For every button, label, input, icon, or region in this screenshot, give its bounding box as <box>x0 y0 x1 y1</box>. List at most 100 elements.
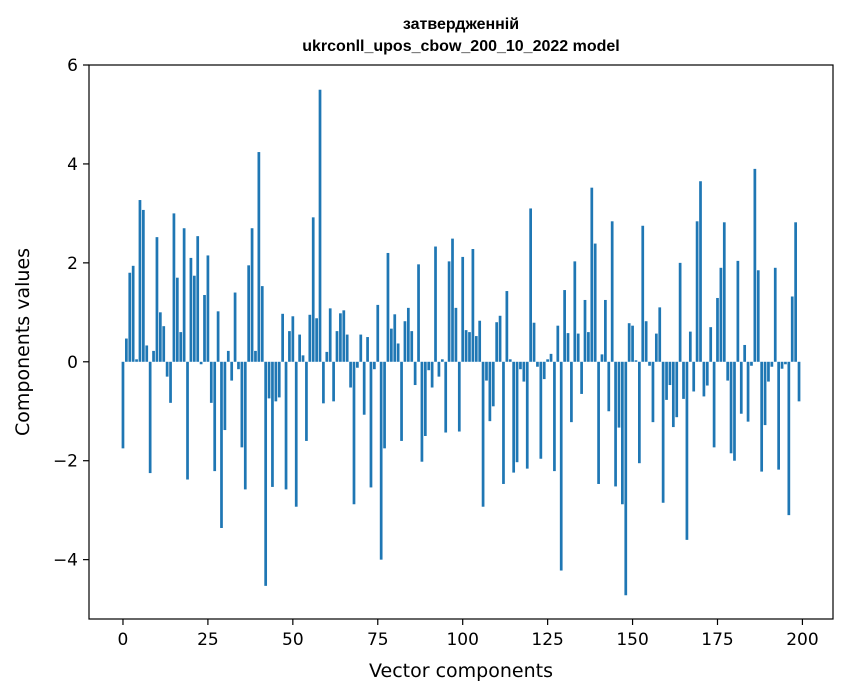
bar-86 <box>413 361 417 386</box>
x-tick-label: 75 <box>367 630 389 650</box>
bar-181 <box>736 260 740 362</box>
bar-194 <box>780 361 784 369</box>
bar-134 <box>576 333 580 362</box>
bar-42 <box>264 361 268 586</box>
bar-192 <box>773 267 777 362</box>
bar-197 <box>790 296 794 362</box>
y-tick-label: −4 <box>53 551 78 571</box>
bar-140 <box>597 361 600 484</box>
bar-9 <box>152 350 155 362</box>
bar-27 <box>213 361 217 472</box>
bar-154 <box>644 321 648 362</box>
bar-101 <box>464 330 468 362</box>
y-tick-label: 6 <box>67 56 78 76</box>
bar-171 <box>702 361 706 397</box>
bar-128 <box>556 325 560 362</box>
bar-146 <box>617 361 621 428</box>
bar-56 <box>311 217 315 362</box>
bar-137 <box>587 332 590 362</box>
bar-170 <box>699 181 702 362</box>
bar-160 <box>665 361 668 400</box>
bar-121 <box>532 322 536 362</box>
bar-97 <box>451 238 454 362</box>
bar-88 <box>420 361 424 462</box>
bar-139 <box>593 243 597 362</box>
bar-119 <box>525 361 529 469</box>
bar-179 <box>729 361 733 454</box>
bar-125 <box>546 359 549 362</box>
bar-53 <box>301 355 305 362</box>
bar-152 <box>638 361 641 464</box>
bar-3 <box>131 265 135 362</box>
y-tick-label: 4 <box>67 155 78 175</box>
x-tick-label: 25 <box>197 630 219 650</box>
bar-62 <box>332 361 335 402</box>
bar-112 <box>502 361 505 484</box>
bar-51 <box>294 361 298 507</box>
x-tick-label: 175 <box>701 630 733 650</box>
bar-108 <box>488 361 492 422</box>
bar-75 <box>376 304 380 362</box>
bar-85 <box>410 331 414 362</box>
bar-153 <box>641 225 645 362</box>
bar-150 <box>631 325 634 362</box>
bar-190 <box>767 361 770 382</box>
y-axis-ticks: −4 −2 0 2 4 6 <box>53 56 89 571</box>
bar-18 <box>182 228 186 362</box>
bar-162 <box>671 361 675 428</box>
bar-15 <box>172 213 176 362</box>
bar-159 <box>661 361 665 503</box>
bar-183 <box>743 344 747 362</box>
bar-118 <box>522 361 526 382</box>
x-tick-label: 50 <box>282 630 304 650</box>
bar-115 <box>512 361 516 473</box>
bar-95 <box>444 361 448 433</box>
bar-55 <box>308 314 312 362</box>
bar-148 <box>624 361 628 596</box>
bar-199 <box>797 361 801 402</box>
bar-82 <box>400 361 403 441</box>
bar-109 <box>491 361 495 407</box>
bar-13 <box>165 361 169 377</box>
bar-60 <box>325 351 329 362</box>
bar-0 <box>121 361 125 449</box>
y-tick-label: 0 <box>67 353 78 373</box>
bar-61 <box>328 308 332 362</box>
bar-164 <box>678 262 682 362</box>
chart-title-line-2: ukrconll_upos_cbow_200_10_2022 model <box>302 38 619 55</box>
bar-80 <box>393 314 397 362</box>
bar-131 <box>566 333 570 362</box>
bar-79 <box>390 328 393 362</box>
bar-33 <box>233 292 237 362</box>
bar-174 <box>712 361 716 448</box>
bar-23 <box>199 361 203 365</box>
bar-188 <box>760 361 764 472</box>
bar-77 <box>383 361 386 449</box>
bar-104 <box>474 336 478 362</box>
bar-65 <box>342 310 346 362</box>
bar-89 <box>423 361 427 436</box>
bar-165 <box>682 361 685 399</box>
bar-169 <box>695 221 699 362</box>
bar-114 <box>508 359 512 362</box>
bar-39 <box>254 350 257 362</box>
bar-102 <box>468 332 471 362</box>
bar-76 <box>379 361 383 560</box>
bar-6 <box>142 209 145 362</box>
bar-5 <box>138 200 142 362</box>
bar-111 <box>498 315 502 362</box>
bar-117 <box>519 361 522 370</box>
bar-178 <box>726 361 730 381</box>
bar-143 <box>607 361 611 412</box>
bar-147 <box>621 361 624 505</box>
bar-34 <box>237 361 240 370</box>
bar-8 <box>148 361 152 474</box>
bar-184 <box>746 361 750 422</box>
bar-81 <box>396 343 400 362</box>
bar-135 <box>580 361 583 394</box>
bar-93 <box>437 361 441 377</box>
bar-138 <box>590 187 594 362</box>
bar-64 <box>339 313 342 362</box>
bar-48 <box>284 361 288 490</box>
